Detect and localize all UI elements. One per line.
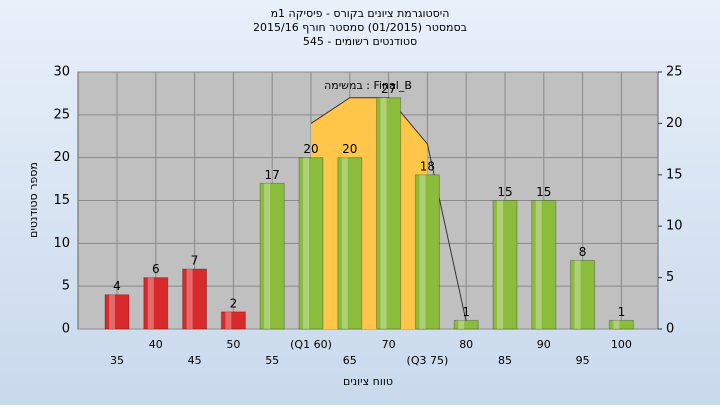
bar	[492, 200, 518, 330]
x-tick-label: 95	[576, 354, 590, 367]
bar	[570, 259, 596, 330]
title-line: סטודנטים רשומים - 545	[303, 35, 417, 48]
y2-tick-label: 10	[666, 219, 683, 234]
bar-shine	[497, 200, 503, 329]
bar	[143, 277, 169, 330]
x-tick-label: 80	[459, 338, 473, 351]
x-tick-label: 70	[382, 338, 396, 351]
y-tick-label: 15	[53, 193, 70, 208]
y-tick-label: 25	[53, 107, 70, 122]
data-label: 27	[381, 82, 396, 96]
y-tick-label: 5	[62, 279, 70, 294]
x-tick-label: 45	[188, 354, 202, 367]
bar-shine	[613, 320, 620, 329]
bar	[298, 157, 324, 330]
y-tick-label: 0	[62, 322, 70, 337]
bar-shine	[574, 260, 581, 329]
y2-tick-label: 20	[666, 116, 683, 131]
bar	[182, 268, 208, 330]
data-label: 17	[265, 168, 280, 182]
title-line: היסטוגרמת ציונים בקורס - פיסיקה 1מ	[271, 7, 450, 20]
data-label: 2	[230, 296, 238, 310]
data-label: 18	[420, 159, 435, 173]
bar-shine	[303, 157, 309, 329]
bar-shine	[225, 311, 232, 329]
data-label: 7	[191, 254, 199, 268]
data-label: 4	[113, 279, 121, 293]
bar-shine	[458, 320, 465, 329]
y-axis-label: מספר סטודנטים	[27, 162, 40, 238]
y2-tick-label: 15	[666, 167, 683, 182]
y-tick-label: 10	[53, 236, 70, 251]
bar	[259, 182, 285, 330]
bar-shine	[186, 269, 193, 329]
curve-area	[311, 97, 428, 329]
data-label: 20	[342, 142, 357, 156]
bar	[104, 294, 130, 330]
y-tick-label: 30	[53, 65, 70, 80]
bar-shine	[341, 157, 348, 329]
data-label: 1	[462, 305, 470, 319]
x-tick-label: 90	[537, 338, 551, 351]
bar-shine	[535, 200, 542, 329]
bar-shine	[264, 183, 271, 329]
annotation: במשימה : Final_B	[324, 79, 412, 92]
bar-shine	[380, 97, 387, 329]
x-tick-label: 40	[149, 338, 163, 351]
x-tick-label: 65	[343, 354, 357, 367]
data-label: 15	[497, 185, 512, 199]
bar	[376, 97, 402, 330]
bar-shine	[109, 294, 115, 329]
bar	[220, 311, 246, 330]
data-label: 8	[579, 245, 587, 259]
bar	[414, 174, 440, 330]
x-tick-label: 85	[498, 354, 512, 367]
bar-shine	[147, 277, 154, 329]
x-axis-label: טווח ציונים	[343, 375, 393, 388]
bar-shine	[419, 174, 426, 329]
y-tick-label: 20	[53, 150, 70, 165]
data-label: 1	[618, 305, 626, 319]
y2-tick-label: 0	[666, 322, 674, 337]
data-label: 20	[303, 142, 318, 156]
x-tick-label: 50	[226, 338, 240, 351]
y2-tick-label: 5	[666, 270, 674, 285]
y2-tick-label: 25	[666, 65, 683, 80]
x-tick-label: (Q1 60)	[290, 338, 332, 351]
x-tick-label: 100	[611, 338, 632, 351]
bar	[337, 157, 363, 330]
data-label: 15	[536, 185, 551, 199]
x-tick-label: (Q3 75)	[407, 354, 449, 367]
bar	[453, 319, 479, 330]
x-tick-label: 55	[265, 354, 279, 367]
title-line: בסמסטר (01/2015) סמסטר חורף 2015/16	[253, 21, 467, 34]
bar	[531, 200, 557, 330]
bar	[608, 319, 634, 330]
data-label: 6	[152, 262, 160, 276]
x-tick-label: 35	[110, 354, 124, 367]
